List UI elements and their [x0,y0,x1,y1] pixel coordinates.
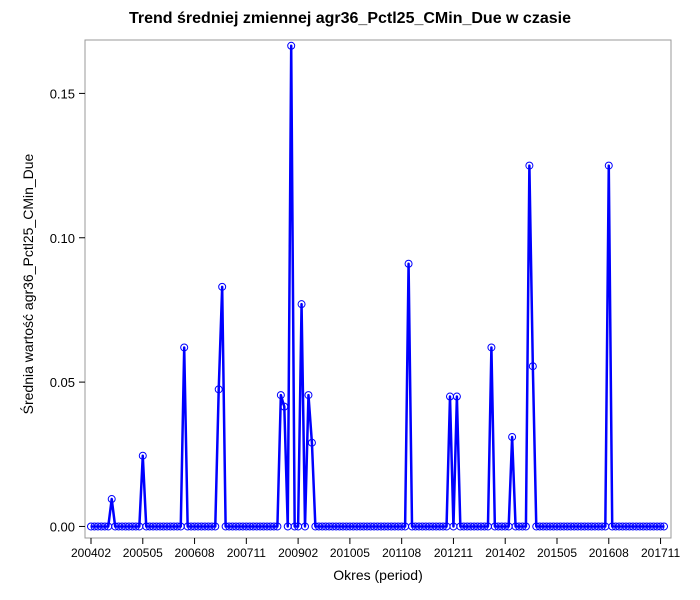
data-point [287,41,296,50]
y-tick-label: 0.10 [50,231,75,246]
data-point [276,391,285,400]
data-point [404,259,413,268]
data-point [211,522,220,531]
plot-frame [84,39,672,539]
x-tick-label: 201211 [434,546,473,560]
data-point [290,522,299,531]
data-point [214,385,223,394]
data-point [138,451,147,460]
data-point [660,522,668,531]
x-tick-label: 201711 [641,546,680,560]
data-point [501,522,510,531]
data-point [656,522,665,531]
data-point [487,343,496,352]
y-axis-label: Średnia wartość agr36_Pctl25_CMin_Due [20,153,36,415]
data-point [301,522,310,531]
data-point [525,161,534,170]
data-point [131,522,140,531]
chart-title: Trend średniej zmiennej agr36_Pctl25_CMi… [129,10,571,27]
data-point [521,522,530,531]
x-tick-label: 201005 [330,546,370,560]
y-axis: 0.00 0.05 0.10 0.15 [50,86,85,534]
data-point [173,522,182,531]
data-point [597,522,606,531]
data-point [100,522,109,531]
y-tick-label: 0.15 [50,86,75,101]
data-point [304,391,313,400]
data-point [180,343,189,352]
data-point [604,161,613,170]
data-point [107,495,116,504]
data-point [452,392,461,401]
data-point [269,522,278,531]
y-tick-label: 0.00 [50,519,75,534]
data-point [528,362,537,371]
data-point [218,282,227,291]
data-point [397,522,406,531]
data-point [439,522,448,531]
data-point [518,522,527,531]
data-point [297,300,306,309]
data-point [307,438,316,447]
x-tick-label: 200505 [123,546,163,560]
x-tick-label: 201402 [485,546,525,560]
data-point [280,402,289,411]
x-axis: 200402 200505 200608 200711 200902 201005 2011… [71,538,680,560]
x-tick-label: 200902 [278,546,318,560]
x-tick-label: 201108 [382,546,421,560]
data-point [207,522,216,531]
series-layer [87,41,668,531]
data-point [273,522,282,531]
data-point [508,432,517,441]
x-axis-label: Okres (period) [333,567,423,583]
x-tick-label: 200711 [227,546,266,560]
x-tick-label: 200402 [71,546,111,560]
x-tick-label: 201505 [537,546,577,560]
x-tick-label: 201608 [589,546,629,560]
series-line [91,44,664,528]
y-tick-label: 0.05 [50,375,75,390]
x-tick-label: 200608 [175,546,215,560]
data-point [480,522,489,531]
